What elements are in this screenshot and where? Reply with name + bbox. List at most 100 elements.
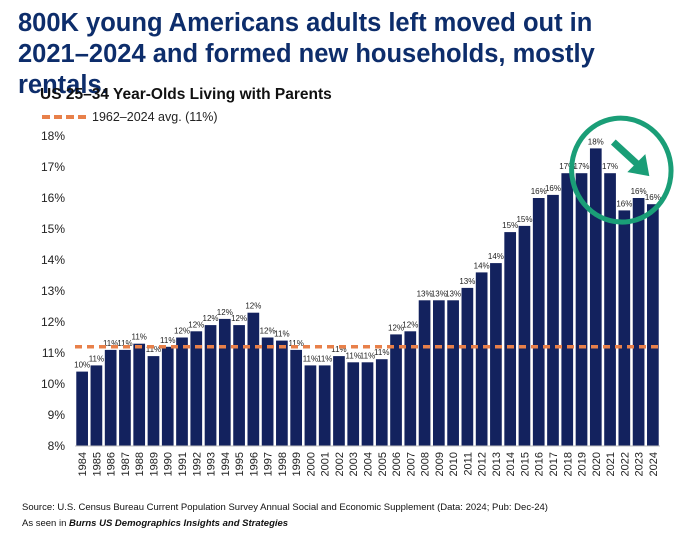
x-tick-label: 2003: [348, 452, 360, 476]
bar: [390, 334, 402, 446]
bar-data-label: 11%: [160, 336, 175, 345]
bar-data-label: 15%: [516, 215, 532, 224]
y-tick-label: 14%: [41, 253, 65, 267]
bar-data-label: 12%: [217, 308, 233, 317]
bar-data-label: 12%: [203, 314, 219, 323]
y-tick-label: 17%: [41, 160, 65, 174]
x-tick-label: 2016: [534, 452, 546, 476]
bar-data-label: 16%: [545, 184, 561, 193]
attribution-brand: Burns US Demographics Insights and Strat…: [69, 518, 289, 529]
bar: [547, 194, 559, 446]
bar: [190, 331, 203, 446]
y-tick-label: 10%: [41, 377, 65, 391]
bar-data-label: 12%: [245, 302, 261, 311]
x-tick-label: 2005: [377, 452, 389, 476]
highlight-ellipse: [569, 115, 674, 225]
x-axis: 1984 1985 1986 1987 1988 1989 1990 1991 1992 1993…: [75, 445, 660, 476]
x-tick-label: 2001: [320, 452, 332, 476]
bar-data-label: 12%: [402, 320, 418, 329]
bar: [247, 312, 260, 446]
bar: [218, 318, 231, 446]
y-tick-label: 18%: [41, 129, 65, 143]
bar: [361, 362, 374, 446]
bar: [490, 263, 502, 446]
bar-data-label: 11%: [131, 333, 146, 342]
bar: [147, 356, 160, 446]
source-note: Source: U.S. Census Bureau Current Popul…: [22, 502, 548, 513]
x-tick-label: 2004: [363, 452, 375, 476]
bar-labels: 10%11%11%11%11%11%11%12%12%12%12%12%12%1…: [74, 137, 661, 369]
x-tick-label: 2006: [391, 452, 403, 476]
x-tick-label: 1993: [206, 452, 218, 476]
x-tick-label: 1998: [277, 452, 289, 476]
x-tick-label: 1989: [148, 452, 160, 476]
x-tick-label: 1995: [234, 452, 246, 476]
y-tick-label: 12%: [41, 315, 65, 329]
x-tick-label: 2024: [648, 452, 660, 476]
bar-data-label: 13%: [431, 289, 447, 298]
bar: [404, 331, 417, 446]
bar-data-label: 13%: [417, 289, 433, 298]
annotation-group: [569, 115, 674, 225]
legend-label: 1962–2024 avg. (11%): [92, 110, 218, 124]
bar-data-label: 11%: [89, 354, 104, 363]
x-tick-label: 2017: [548, 452, 560, 476]
bar: [276, 340, 288, 446]
bar-data-label: 16%: [631, 187, 647, 196]
x-tick-label: 1987: [120, 452, 132, 476]
x-tick-label: 2015: [519, 452, 531, 476]
bar: [261, 337, 274, 446]
x-tick-label: 2007: [405, 452, 417, 476]
bar-data-label: 14%: [474, 261, 490, 270]
bar: [233, 325, 245, 446]
legend-dash-swatch: [42, 115, 86, 119]
bar-data-label: 12%: [174, 327, 190, 336]
bar: [304, 365, 317, 446]
x-tick-label: 1997: [263, 452, 275, 476]
bar: [589, 148, 602, 446]
x-tick-label: 2012: [477, 452, 489, 476]
x-tick-label: 1984: [77, 452, 89, 476]
bars: [76, 148, 659, 446]
bar: [347, 362, 360, 446]
bar: [647, 204, 659, 446]
bar-data-label: 17%: [602, 162, 618, 171]
bar: [375, 359, 388, 446]
bar: [575, 173, 588, 446]
x-tick-label: 1992: [191, 452, 203, 476]
x-tick-label: 2023: [634, 452, 646, 476]
bar-data-label: 12%: [231, 314, 247, 323]
trend-arrow-head: [627, 154, 650, 177]
bar: [204, 325, 217, 446]
bar: [176, 337, 188, 446]
bar-data-label: 11%: [360, 351, 375, 360]
bar: [561, 173, 574, 446]
bar: [461, 287, 474, 446]
y-tick-label: 16%: [41, 191, 65, 205]
y-tick-label: 8%: [48, 439, 66, 453]
x-tick-label: 2021: [605, 452, 617, 476]
bar: [104, 349, 117, 446]
bar-data-label: 11%: [117, 339, 132, 348]
x-tick-label: 1994: [220, 452, 232, 476]
bar-data-label: 12%: [260, 327, 276, 336]
x-tick-label: 1985: [91, 452, 103, 476]
bar-data-label: 11%: [346, 351, 361, 360]
bar-data-label: 18%: [588, 137, 604, 146]
attribution-note: As seen in Burns US Demographics Insight…: [22, 518, 288, 529]
bar: [418, 300, 431, 446]
bar-data-label: 12%: [388, 323, 404, 332]
x-tick-label: 2022: [619, 452, 631, 476]
bar-data-label: 11%: [103, 339, 118, 348]
x-tick-label: 2000: [305, 452, 317, 476]
x-tick-label: 2019: [577, 452, 589, 476]
bar: [333, 356, 345, 446]
bar-data-label: 13%: [445, 289, 461, 298]
bar-data-label: 11%: [374, 348, 389, 357]
bar-data-label: 17%: [559, 162, 575, 171]
bar-data-label: 13%: [459, 277, 475, 286]
trend-arrow-shaft: [610, 139, 640, 167]
y-axis: 8% 9% 10% 11% 12% 13% 14% 15% 16% 17% 18%: [41, 129, 65, 453]
bar: [133, 343, 146, 446]
